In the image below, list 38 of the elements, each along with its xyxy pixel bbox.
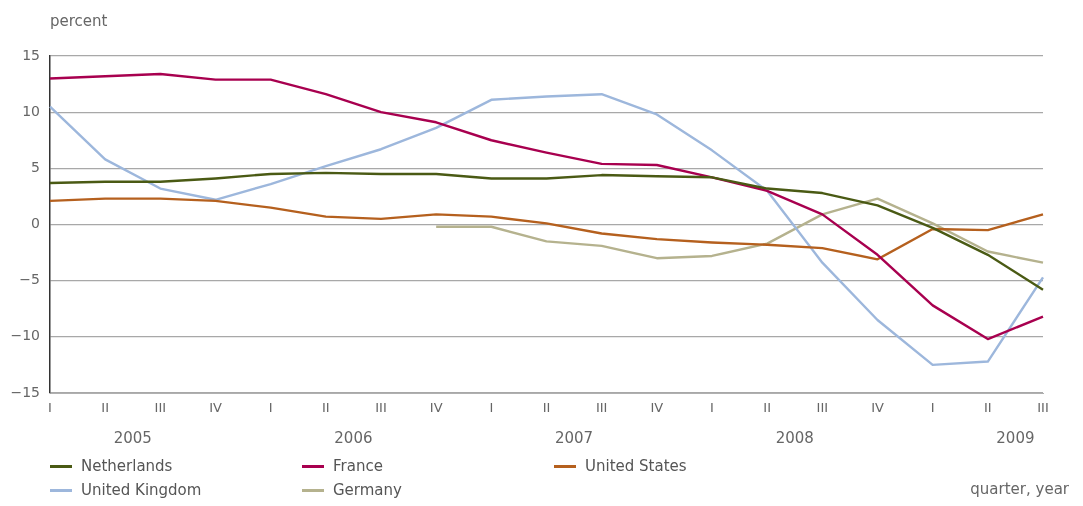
x-tick-label: III [154,400,167,416]
x-tick-label: III [1037,400,1049,416]
legend-label: Netherlands [81,457,173,475]
x-axis-title: quarter, year [970,480,1069,498]
x-tick-label: I [710,400,714,416]
x-tick-label: III [595,400,608,416]
x-tick-label: II [101,400,109,416]
x-tick-label: I [930,400,935,416]
x-tick-label: II [542,400,551,416]
x-tick-label: I [48,400,52,416]
x-tick-label: IV [650,400,664,416]
x-tick-label: II [984,400,992,416]
text: 2009 [996,428,1035,447]
legend-label: United Kingdom [81,481,202,499]
legend-label: France [333,457,383,475]
x-tick-label: IV [871,400,884,416]
legend-label: Germany [333,481,402,499]
y-tick-label: −5 [19,271,40,288]
text: 2005 [113,428,152,447]
x-tick-label: IV [429,400,443,416]
text: 2007 [554,428,594,447]
x-tick-label: I [268,400,273,416]
y-tick-label: −15 [10,383,40,400]
y-axis-title: percent [50,12,108,30]
y-tick-label: 5 [31,158,40,175]
y-tick-label: −10 [10,327,40,344]
x-tick-label: IV [209,400,222,416]
y-tick-label: 15 [22,46,40,63]
x-tick-label: II [763,400,771,416]
text: 2008 [775,428,814,447]
x-tick-label: I [489,400,494,416]
y-tick-label: 0 [31,215,40,232]
x-tick-label: III [375,400,387,416]
x-tick-label: III [816,400,829,416]
legend-label: United States [585,457,687,475]
y-tick-label: 10 [22,102,40,119]
x-tick-label: II [322,400,330,416]
text: 2006 [334,428,373,447]
